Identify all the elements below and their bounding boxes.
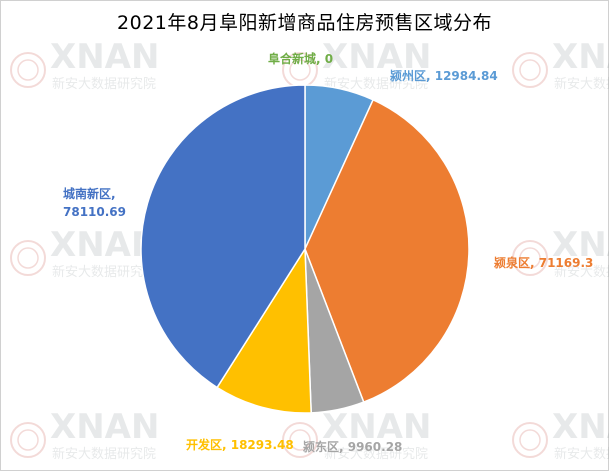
pie-slice bbox=[216, 246, 312, 414]
watermark-brand: XNAN bbox=[552, 225, 609, 265]
watermark-subtitle: 新安大数据研究院 bbox=[324, 446, 428, 462]
watermark-subtitle: 新安大数据研究院 bbox=[52, 76, 156, 92]
watermark-logo-icon bbox=[512, 422, 548, 458]
watermark-layer: XNAN新安大数据研究院XNAN新安大数据研究院XNAN新安大数据研究院XNAN… bbox=[10, 37, 609, 462]
watermark-logo-icon bbox=[512, 240, 548, 276]
watermark-subtitle: 新安大数据研究院 bbox=[52, 446, 156, 462]
watermark-subtitle: 新安大数据研究院 bbox=[52, 264, 156, 280]
pie-slice bbox=[140, 84, 306, 389]
watermark-brand: XNAN bbox=[322, 407, 431, 447]
watermark-subtitle: 新安大数据研究院 bbox=[324, 76, 428, 92]
pie-slice bbox=[304, 98, 470, 404]
watermark-subtitle: 新安大数据研究院 bbox=[554, 76, 609, 92]
data-label: 颍泉区, 71169.3 bbox=[494, 255, 593, 270]
data-label: 阜合新城, 0 bbox=[268, 51, 333, 66]
watermark-brand: XNAN bbox=[322, 37, 431, 77]
data-label: 颍东区, 9960.28 bbox=[303, 439, 402, 454]
data-label: 开发区, 18293.48 bbox=[186, 437, 294, 452]
watermark-brand: XNAN bbox=[50, 407, 159, 447]
watermark-logo-icon bbox=[282, 422, 318, 458]
watermark-logo-icon bbox=[10, 240, 46, 276]
watermark-logo-icon bbox=[512, 52, 548, 88]
data-labels: 颍州区, 12984.84 颍泉区, 71169.3 颍东区, 9960.28 开发区… bbox=[63, 51, 593, 454]
watermark-brand: XNAN bbox=[50, 37, 159, 77]
watermark-logo-icon bbox=[10, 52, 46, 88]
watermark-logo-icon bbox=[10, 422, 46, 458]
watermark-brand: XNAN bbox=[552, 37, 609, 77]
pie-slices bbox=[140, 84, 470, 414]
data-label: 城南新区, 78110.69 bbox=[63, 186, 126, 219]
watermark-brand: XNAN bbox=[552, 407, 609, 447]
watermark-subtitle: 新安大数据研究院 bbox=[554, 446, 609, 462]
watermark-subtitle: 新安大数据研究院 bbox=[554, 264, 609, 280]
data-label: 颍州区, 12984.84 bbox=[390, 69, 498, 83]
chart-title: 2021年8月阜阳新增商品住房预售区域分布 bbox=[117, 12, 492, 34]
